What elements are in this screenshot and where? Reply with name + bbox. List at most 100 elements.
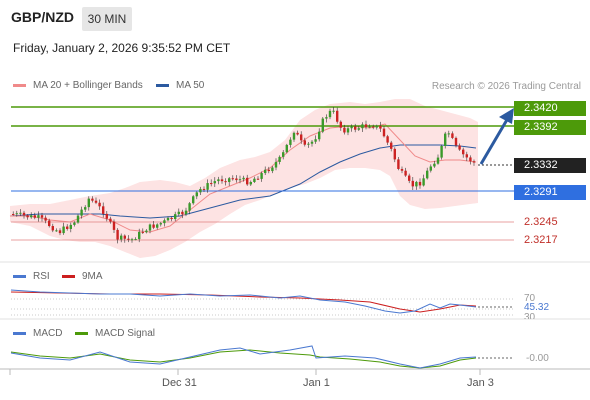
candle-body (195, 192, 198, 197)
candle-body (112, 221, 116, 230)
candle-body (418, 181, 422, 186)
candle-body (314, 139, 317, 142)
candle-body (465, 154, 468, 158)
candle-body (408, 175, 411, 181)
rsi-level-70: 70 (524, 293, 536, 304)
candle-body (462, 149, 465, 155)
candle-body (397, 159, 400, 169)
candle-body (30, 215, 33, 218)
candle-body (166, 217, 170, 221)
legend-ma50-label: MA 50 (176, 80, 205, 91)
resistance-2-tag: 2.3420 (514, 101, 586, 116)
candle-body (184, 210, 188, 215)
forecast-arrow-head (499, 108, 514, 124)
candle-body (274, 161, 278, 168)
candle-body (202, 188, 206, 190)
candle-body (343, 127, 346, 133)
candle-body (181, 211, 184, 215)
candle-body (22, 212, 26, 216)
rsi-swatch (13, 275, 26, 278)
pivot-tag: 2.3291 (514, 185, 586, 200)
macd-value: -0.00 (526, 353, 549, 364)
candle-body (235, 178, 238, 181)
candle-body (220, 179, 224, 182)
timeframe-badge[interactable]: 30 MIN (82, 7, 132, 31)
candle-body (80, 209, 83, 216)
candle-body (210, 183, 213, 185)
candle-body (296, 132, 299, 135)
candle-body (91, 198, 94, 201)
candle-body (37, 215, 40, 218)
candle-body (19, 212, 22, 214)
candle-body (141, 231, 144, 233)
candle-body (310, 141, 314, 144)
candle-body (213, 181, 216, 184)
datetime-label: Friday, January 2, 2026 9:35:52 PM CET (13, 41, 231, 55)
ma50-swatch (156, 84, 169, 87)
candle-body (472, 161, 476, 163)
candle-body (458, 145, 461, 150)
candle-body (249, 181, 252, 185)
candle-body (372, 126, 375, 128)
candle-body (12, 214, 15, 215)
candle-body (444, 133, 447, 146)
last-price-tag: 2.3332 (514, 158, 586, 173)
candle-body (159, 223, 162, 225)
candle-body (289, 139, 292, 145)
rsi-ma-swatch (62, 275, 75, 278)
candle-body (440, 145, 443, 158)
candle-body (152, 224, 155, 228)
candle-body (231, 178, 234, 180)
candle-body (163, 220, 166, 224)
candle-body (400, 168, 404, 171)
candle-body (156, 224, 159, 228)
candle-body (116, 229, 119, 240)
candle-body (15, 213, 18, 215)
ma20-swatch (13, 84, 26, 87)
candle-body (253, 178, 256, 182)
candle-body (390, 142, 393, 149)
candle-body (307, 143, 310, 145)
candle-body (76, 215, 80, 223)
candle-body (48, 220, 51, 227)
legend-rsi-label: RSI (33, 271, 50, 282)
macd-signal-swatch (75, 332, 88, 335)
candle-body (94, 200, 98, 203)
candle-body (393, 148, 396, 160)
candle-body (58, 230, 62, 234)
candle-body (454, 137, 458, 146)
candle-body (415, 181, 418, 187)
candle-body (109, 218, 112, 222)
candle-body (386, 136, 389, 143)
candle-body (62, 226, 65, 234)
rsi-line (10, 289, 477, 314)
ma20-line (10, 123, 477, 233)
candle-body (361, 124, 364, 129)
legend-ma50: MA 50 (156, 80, 204, 91)
x-label-jan3: Jan 3 (467, 377, 494, 389)
candle-body (350, 126, 353, 129)
candle-body (357, 128, 360, 130)
candle-body (318, 131, 321, 140)
candle-body (177, 211, 180, 215)
candle-body (379, 125, 382, 129)
candle-body (256, 178, 260, 180)
legend-ma20-label: MA 20 + Bollinger Bands (33, 80, 143, 91)
candle-body (33, 215, 36, 218)
symbol-title: GBP/NZD (11, 9, 74, 25)
candle-body (105, 213, 108, 219)
candle-body (174, 214, 177, 220)
x-label-jan1: Jan 1 (303, 377, 330, 389)
candle-body (145, 230, 148, 233)
candle-body (138, 231, 141, 240)
candle-body (84, 207, 87, 210)
legend-rsi-ma-label: 9MA (82, 271, 103, 282)
candle-body (224, 181, 227, 183)
candle-body (26, 215, 29, 218)
candle-body (422, 178, 425, 186)
candlesticks (12, 106, 476, 244)
candle-body (242, 177, 245, 180)
candle-body (451, 133, 454, 138)
